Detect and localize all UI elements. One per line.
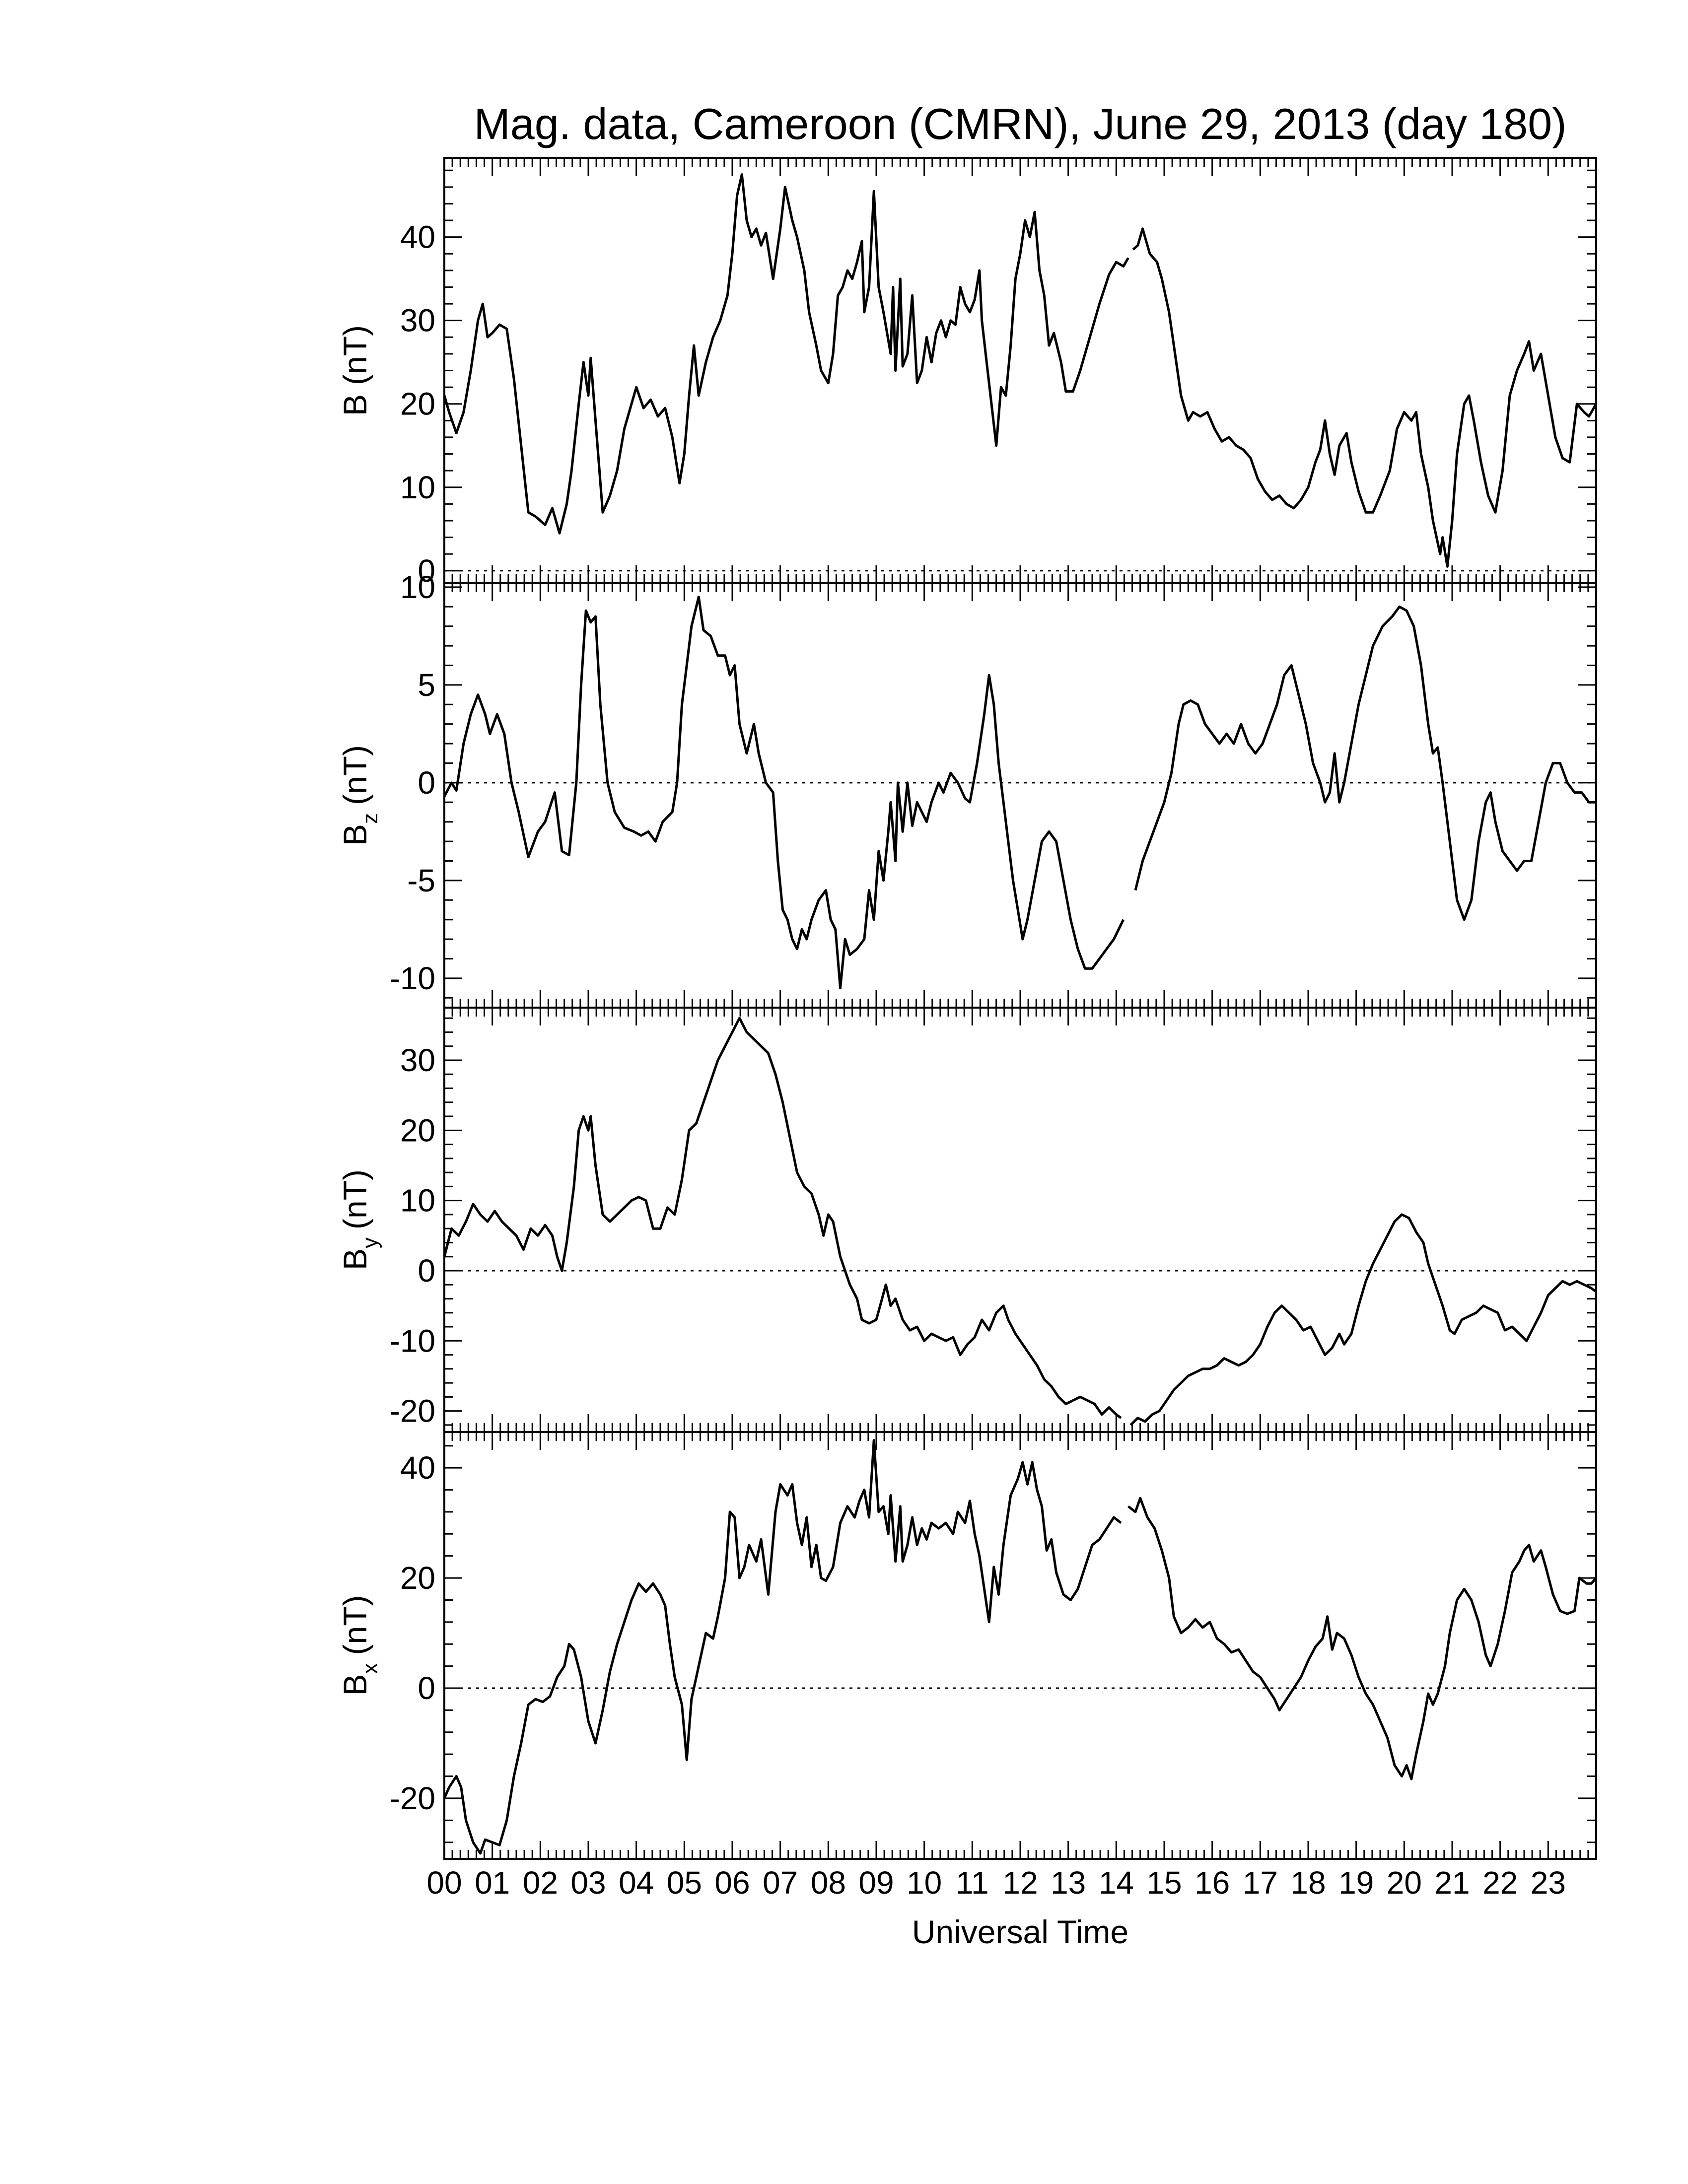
y-tick-label: 10 — [400, 569, 435, 605]
x-tick-label: 05 — [667, 1865, 702, 1901]
x-tick-label: 02 — [523, 1865, 558, 1901]
x-tick-label: 00 — [426, 1865, 462, 1901]
y-axis-label-subscript: z — [358, 813, 382, 824]
data-series-line — [443, 173, 1129, 535]
y-tick-label: 30 — [400, 1042, 435, 1078]
x-tick-label: 07 — [763, 1865, 798, 1901]
data-series-line — [1132, 227, 1598, 568]
y-axis-label: Bx (nT) — [337, 1595, 382, 1696]
y-axis-label: B (nT) — [337, 325, 373, 416]
y-axis-label-unit: (nT) — [337, 745, 373, 805]
x-tick-label: 12 — [1002, 1865, 1038, 1901]
y-axis-label: Bz (nT) — [337, 745, 382, 846]
y-tick-label: -20 — [390, 1780, 436, 1816]
y-axis-label-main: B — [337, 1248, 373, 1270]
y-axis-label-subscript: x — [358, 1663, 382, 1674]
y-tick-label: 40 — [400, 1450, 435, 1486]
y-tick-label: 0 — [418, 1253, 435, 1289]
panels-group: 010203040B(nT)-10-50510Bz(nT)-20-1001020… — [337, 157, 1598, 1860]
y-axis-label-main: B — [337, 394, 373, 416]
y-axis-label-unit: (nT) — [337, 1595, 373, 1655]
x-tick-label: 16 — [1195, 1865, 1230, 1901]
y-tick-label: 5 — [418, 667, 435, 703]
x-tick-label: 13 — [1051, 1865, 1086, 1901]
plot-frame — [443, 157, 1597, 584]
data-series-line — [443, 1017, 1122, 1419]
x-tick-label: 21 — [1434, 1865, 1470, 1901]
x-tick-label: 03 — [570, 1865, 606, 1901]
x-tick-labels: 00 01 02 03 04 05 06 07 08 09 10 11 12 13 14 15 16 17 18 19… — [426, 1865, 1566, 1901]
plot-frame — [443, 1007, 1597, 1433]
panel-by: -20 -10 0 10 20 30 By (nT) — [337, 1007, 1597, 1433]
y-axis-label: By (nT) — [337, 1169, 382, 1270]
y-tick-label: 40 — [400, 219, 435, 255]
x-tick-label: 04 — [619, 1865, 654, 1901]
x-tick-label: 23 — [1531, 1865, 1566, 1901]
y-tick-label: 0 — [418, 553, 435, 589]
data-series-line — [443, 596, 1125, 990]
y-axis-label-subscript: y — [358, 1237, 382, 1248]
y-tick-label: -10 — [390, 960, 436, 996]
data-series-line — [1127, 1497, 1597, 1780]
x-tick-label: 09 — [858, 1865, 894, 1901]
y-axis-label-main: B — [337, 1674, 373, 1696]
x-tick-label: 08 — [811, 1865, 846, 1901]
plot-frame — [443, 582, 1597, 1009]
y-tick-label: 0 — [418, 765, 435, 801]
x-tick-label: 22 — [1482, 1865, 1518, 1901]
y-tick-label: -20 — [390, 1393, 436, 1429]
y-tick-label: -10 — [390, 1323, 436, 1359]
y-tick-label: -5 — [407, 863, 435, 898]
x-tick-label: 10 — [907, 1865, 942, 1901]
y-tick-label: 30 — [400, 303, 435, 339]
panel-bz: -10 -5 0 5 10 Bz (nT) — [337, 569, 1597, 1009]
x-tick-label: 19 — [1338, 1865, 1374, 1901]
x-tick-label: 17 — [1243, 1865, 1278, 1901]
x-tick-label: 06 — [714, 1865, 750, 1901]
panel-bx: -20 0 20 40 Bx (nT) — [337, 1431, 1597, 1860]
y-axis-label-main: B — [337, 824, 373, 846]
y-tick-label: 10 — [400, 470, 435, 505]
y-axis-label-unit: (nT) — [337, 1169, 373, 1229]
x-tick-label: 01 — [475, 1865, 510, 1901]
x-tick-label: 11 — [956, 1865, 988, 1901]
x-tick-label: 15 — [1146, 1865, 1182, 1901]
y-tick-label: 0 — [418, 1670, 435, 1706]
y-axis-label-unit: (nT) — [337, 325, 373, 385]
x-tick-label: 20 — [1387, 1865, 1422, 1901]
x-tick-label: 14 — [1099, 1865, 1134, 1901]
panel-b-total: 0 10 20 30 40 B (nT) — [337, 157, 1598, 589]
x-tick-label: 18 — [1290, 1865, 1326, 1901]
data-series-line — [1129, 1213, 1597, 1426]
chart-title: Mag. data, Cameroon (CMRN), June 29, 201… — [474, 99, 1566, 148]
y-tick-label: 20 — [400, 386, 435, 422]
data-series-line — [1134, 605, 1596, 921]
y-tick-label: 10 — [400, 1183, 435, 1219]
y-tick-label: 20 — [400, 1112, 435, 1148]
data-series-line — [443, 1439, 1122, 1855]
x-axis-label: Universal Time — [912, 1913, 1128, 1950]
y-tick-label: 20 — [400, 1560, 435, 1596]
